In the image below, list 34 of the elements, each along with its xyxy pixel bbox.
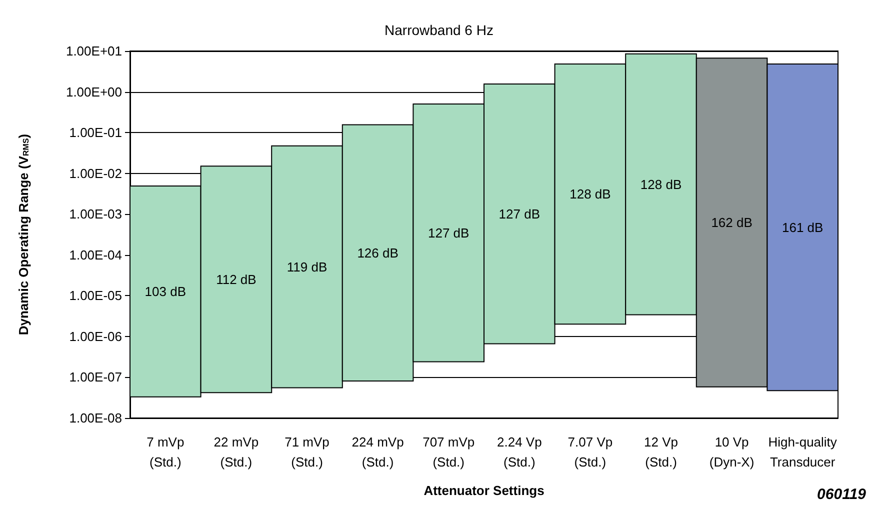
y-tick-label: 1.00E-01	[69, 125, 122, 140]
x-tick-label: 2.24 Vp (Std.)	[496, 434, 542, 470]
y-tick-label: 1.00E-07	[69, 370, 122, 385]
annotation: 161 dB	[782, 220, 824, 235]
annotation: 127 dB	[498, 206, 540, 222]
y-tick-label: 1.00E-08	[69, 410, 122, 426]
y-axis-title: Dynamic Operating Range (VRMS)	[16, 134, 31, 336]
chart-title: Narrowband 6 Hz	[384, 22, 494, 38]
annotation: 128 dB	[640, 176, 682, 192]
annotation: 119 dB	[286, 259, 328, 274]
x-tick-label: 707 mVp (Std.)	[422, 434, 475, 470]
x-tick-label: 7 mVp (Std.)	[146, 434, 184, 470]
annotation: 162 dB	[711, 214, 752, 230]
y-tick-label: 1.00E+01	[66, 44, 122, 58]
x-tick-label: 7.07 Vp (Std.)	[568, 434, 613, 470]
x-tick-label: 224 mVp (Std.)	[352, 434, 404, 470]
text: 060119	[817, 486, 867, 503]
y-tick-label: 1.00E-04	[69, 247, 122, 262]
y-tick-label: 1.00E-05	[69, 288, 122, 304]
x-tick-label: 22 mVp (Std.)	[214, 434, 259, 470]
x-tick-label: 10 Vp (Dyn-X)	[709, 434, 754, 470]
x-tick-label: 71 mVp (Std.)	[284, 434, 330, 470]
x-tick-label: 12 Vp (Std.)	[644, 434, 678, 470]
x-tick-label: High-quality Transducer	[768, 434, 838, 470]
annotation: 126 dB	[357, 245, 398, 260]
annotation: 128 dB	[570, 186, 611, 202]
y-tick-label: 1.00E-03	[69, 206, 122, 222]
y-tick-label: 1.00E-06	[69, 328, 122, 344]
annotation: 103 dB	[144, 284, 186, 299]
y-tick-label: 1.00E+00	[66, 84, 122, 100]
y-tick-label: 1.00E-02	[69, 166, 122, 181]
annotation: 127 dB	[428, 225, 470, 240]
annotation: 112 dB	[216, 272, 256, 287]
x-axis-title: Attenuator Settings	[424, 483, 544, 498]
